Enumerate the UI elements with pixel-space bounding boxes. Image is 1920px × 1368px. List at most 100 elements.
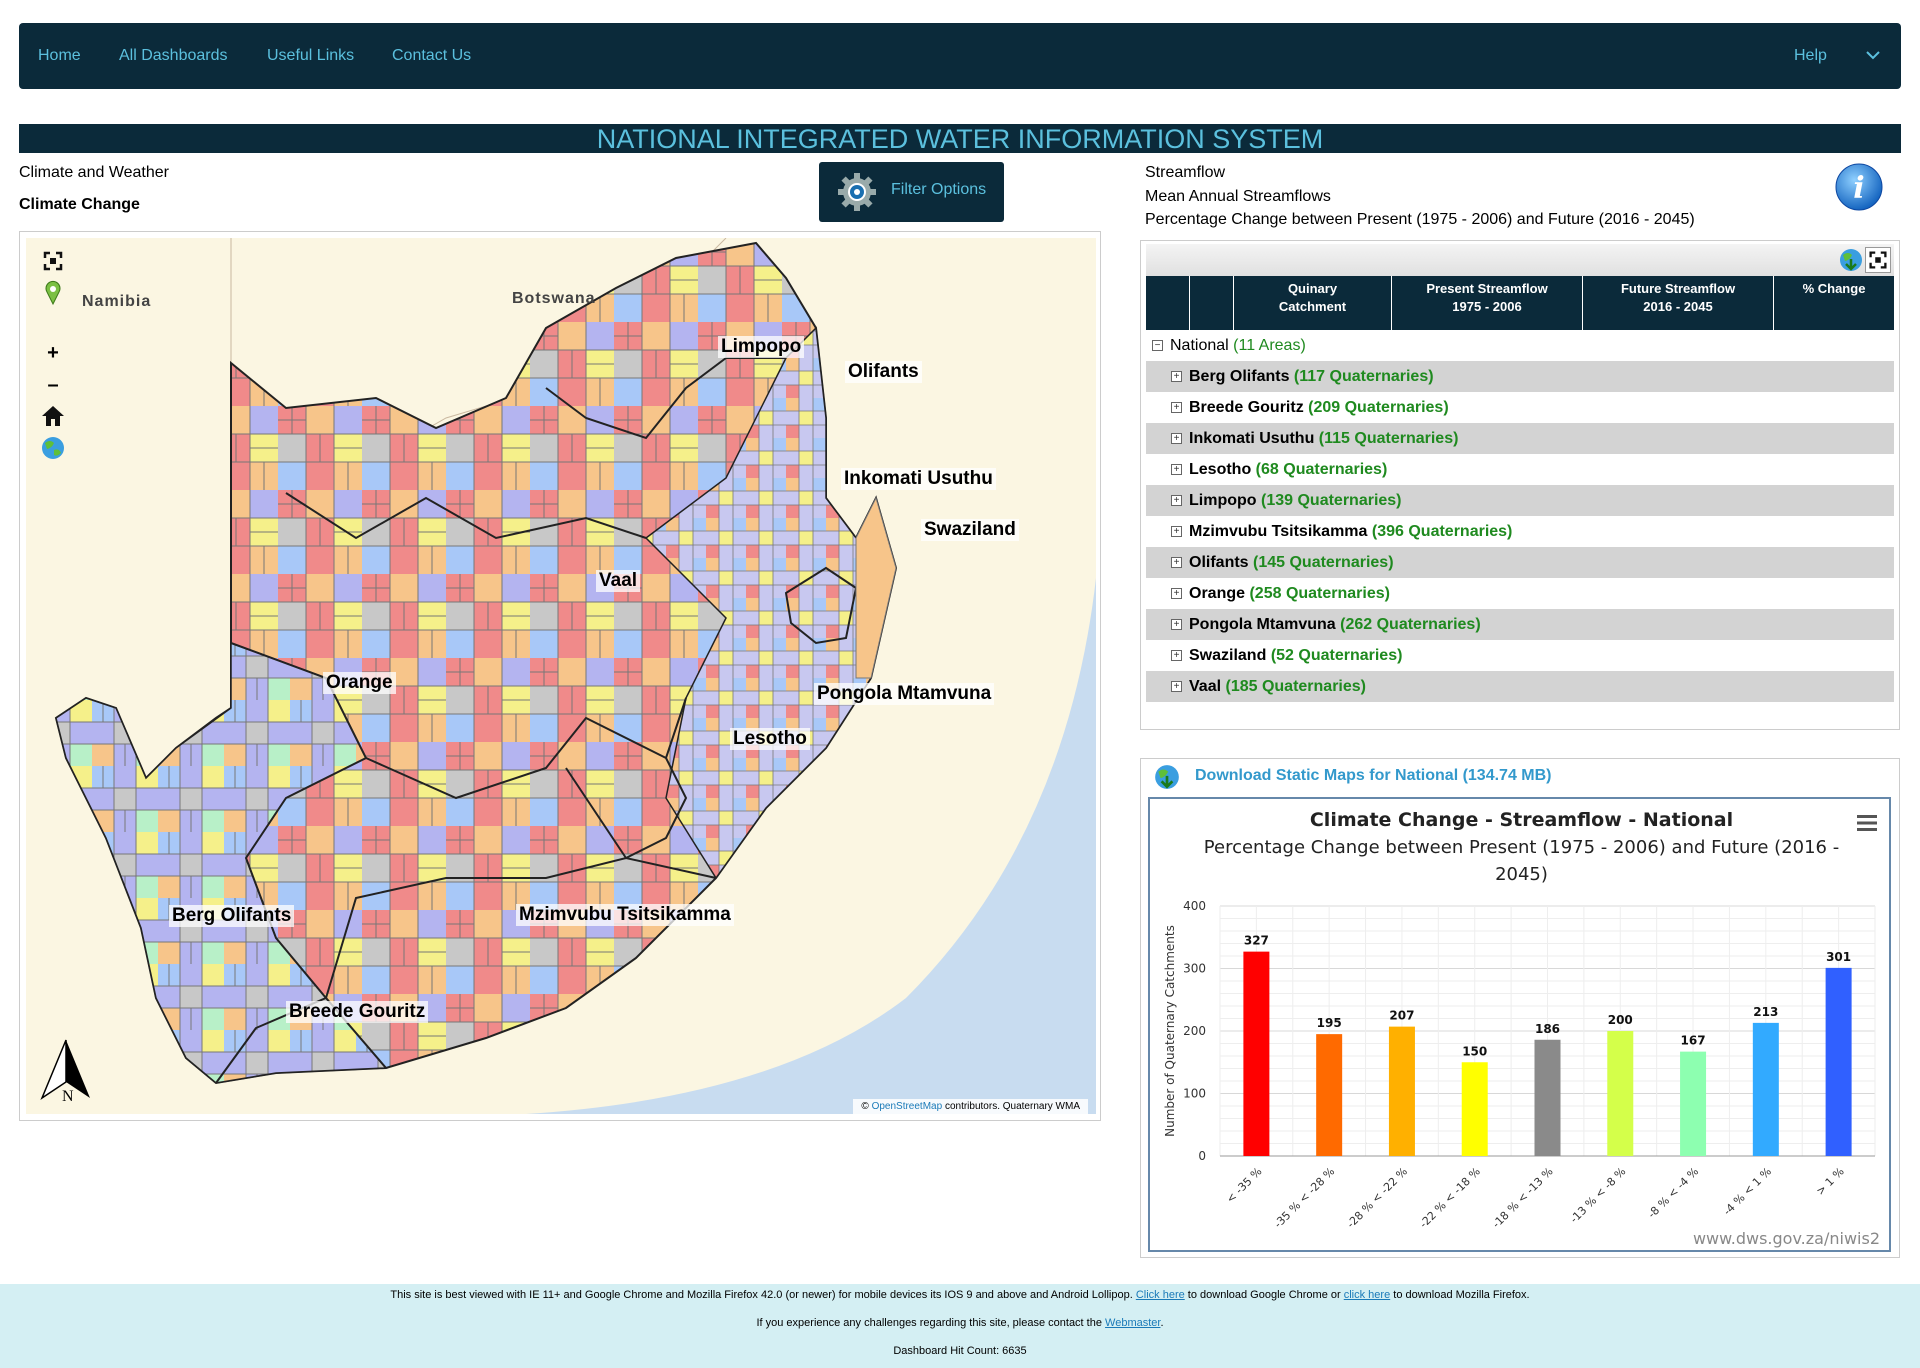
category-label: Climate and Weather <box>19 164 169 181</box>
table-row[interactable]: + Mzimvubu Tsitsikamma (396 Quaternaries) <box>1146 516 1894 547</box>
table-row[interactable]: + Pongola Mtamvuna (262 Quaternaries) <box>1146 609 1894 640</box>
collapse-icon[interactable]: − <box>1152 340 1163 351</box>
chart-bar <box>1752 1022 1779 1156</box>
mean-annual-label: Mean Annual Streamflows <box>1145 188 1331 205</box>
chart-bar <box>1680 1051 1707 1156</box>
expand-icon[interactable]: + <box>1171 557 1182 568</box>
y-tick-label: 400 <box>1183 899 1206 913</box>
row-name: Breede Gouritz <box>1189 399 1304 416</box>
globe-download-icon[interactable] <box>1153 763 1181 791</box>
x-tick-label: -13 % < -8 % <box>1568 1165 1629 1226</box>
chart-bar <box>1461 1062 1488 1156</box>
expand-icon[interactable]: + <box>1171 402 1182 413</box>
location-pin-icon[interactable] <box>40 280 66 306</box>
nav-home[interactable]: Home <box>38 47 81 64</box>
chart-bar <box>1607 1031 1634 1156</box>
chrome-download-link[interactable]: Click here <box>1135 1289 1185 1301</box>
home-icon[interactable] <box>40 403 66 429</box>
row-count: (262 Quaternaries) <box>1340 616 1481 633</box>
header-quinary-catchment[interactable]: Quinary Catchment <box>1234 276 1392 330</box>
y-tick-label: 0 <box>1198 1149 1206 1163</box>
lesotho-border <box>565 757 688 860</box>
table-row[interactable]: + Swaziland (52 Quaternaries) <box>1146 640 1894 671</box>
expand-icon[interactable]: + <box>1171 526 1182 537</box>
expand-icon[interactable]: + <box>1171 371 1182 382</box>
zoom-out-button[interactable]: – <box>47 374 59 396</box>
catchment-map[interactable]: Namibia Botswana Limpopo Olifants Inkoma… <box>26 238 1096 1114</box>
map-label-vaal: Vaal <box>596 570 641 592</box>
chevron-down-icon[interactable] <box>1865 47 1881 63</box>
x-tick-label: -22 % < -18 % <box>1417 1165 1483 1231</box>
table-toolbar <box>1146 244 1894 276</box>
chart-title: Climate Change - Streamflow - National P… <box>1150 807 1893 888</box>
footer-text-5: . <box>1160 1317 1164 1329</box>
table-row[interactable]: + Breede Gouritz (209 Quaternaries) <box>1146 392 1894 423</box>
row-count: (396 Quaternaries) <box>1371 523 1513 540</box>
row-name: Limpopo <box>1189 492 1257 509</box>
download-static-maps-link[interactable]: Download Static Maps for National (134.7… <box>1195 767 1552 784</box>
fullscreen-icon[interactable] <box>40 248 66 274</box>
row-count: (52 Quaternaries) <box>1270 647 1403 664</box>
table-row[interactable]: + Lesotho (68 Quaternaries) <box>1146 454 1894 485</box>
zoom-in-button[interactable]: + <box>47 342 59 364</box>
expand-icon[interactable]: + <box>1171 619 1182 630</box>
table-row[interactable]: + Limpopo (139 Quaternaries) <box>1146 485 1894 516</box>
expand-icon[interactable]: + <box>1171 495 1182 506</box>
header-percent-change[interactable]: % Change <box>1802 281 1866 296</box>
row-name: Lesotho <box>1189 461 1252 478</box>
chart-bar <box>1316 1034 1343 1156</box>
expand-icon[interactable]: + <box>1171 588 1182 599</box>
openstreetmap-link[interactable]: OpenStreetMap <box>871 1101 943 1112</box>
data-label: 150 <box>1462 1044 1487 1058</box>
gear-icon <box>838 173 876 211</box>
table-row[interactable]: + Vaal (185 Quaternaries) <box>1146 671 1894 702</box>
data-label: 327 <box>1244 934 1269 948</box>
table-row[interactable]: + Berg Olifants (117 Quaternaries) <box>1146 361 1894 392</box>
row-count: (209 Quaternaries) <box>1308 399 1449 416</box>
data-label: 195 <box>1317 1016 1342 1030</box>
streamflow-label: Streamflow <box>1145 164 1226 181</box>
row-count: (185 Quaternaries) <box>1225 678 1366 695</box>
table-row[interactable]: + Orange (258 Quaternaries) <box>1146 578 1894 609</box>
data-label: 207 <box>1389 1009 1414 1023</box>
header-present-streamflow[interactable]: Present Streamflow 1975 - 2006 <box>1392 276 1583 330</box>
nav-all-dashboards[interactable]: All Dashboards <box>119 47 228 64</box>
row-count: (115 Quaternaries) <box>1318 430 1459 447</box>
row-name: Pongola Mtamvuna <box>1189 616 1336 633</box>
filter-options-button[interactable]: Filter Options <box>819 162 1004 222</box>
map-label-botswana: Botswana <box>512 290 596 307</box>
firefox-download-link[interactable]: click here <box>1343 1289 1391 1301</box>
chart-bar <box>1534 1039 1561 1156</box>
x-tick-label: < -35 % <box>1224 1165 1265 1206</box>
info-icon[interactable]: i <box>1834 162 1884 212</box>
nav-contact-us[interactable]: Contact Us <box>392 47 472 64</box>
chart-bar <box>1388 1026 1415 1156</box>
fullscreen-icon[interactable] <box>1865 247 1891 273</box>
table-row-national[interactable]: − National (11 Areas) <box>1146 330 1894 361</box>
north-label: N <box>62 1088 74 1105</box>
map-label-olifants: Olifants <box>845 361 922 383</box>
data-label: 200 <box>1608 1013 1633 1027</box>
expand-icon[interactable]: + <box>1171 433 1182 444</box>
nav-help[interactable]: Help <box>1794 47 1827 64</box>
map-label-lesotho: Lesotho <box>730 728 810 750</box>
table-header: Quinary Catchment Present Streamflow 1975 … <box>1146 276 1894 330</box>
swaziland-border <box>784 566 858 645</box>
filter-options-label: Filter Options <box>891 181 987 198</box>
webmaster-link[interactable]: Webmaster <box>1105 1317 1161 1329</box>
nav-useful-links[interactable]: Useful Links <box>267 47 355 64</box>
table-row[interactable]: + Inkomati Usuthu (115 Quaternaries) <box>1146 423 1894 454</box>
footer-text-1: This site is best viewed with IE 11+ and… <box>390 1289 1133 1301</box>
table-row[interactable]: + Olifants (145 Quaternaries) <box>1146 547 1894 578</box>
expand-icon[interactable]: + <box>1171 464 1182 475</box>
header-future-streamflow[interactable]: Future Streamflow 2016 - 2045 <box>1583 276 1774 330</box>
page-footer: This site is best viewed with IE 11+ and… <box>0 1284 1920 1368</box>
globe-icon[interactable] <box>40 435 66 461</box>
header-spacer-2 <box>1190 276 1234 330</box>
hamburger-menu-icon[interactable] <box>1855 813 1879 833</box>
map-label-breede-gouritz: Breede Gouritz <box>286 1001 429 1023</box>
map-label-inkomati-usuthu: Inkomati Usuthu <box>841 468 996 490</box>
expand-icon[interactable]: + <box>1171 681 1182 692</box>
globe-download-icon[interactable] <box>1838 247 1864 273</box>
expand-icon[interactable]: + <box>1171 650 1182 661</box>
